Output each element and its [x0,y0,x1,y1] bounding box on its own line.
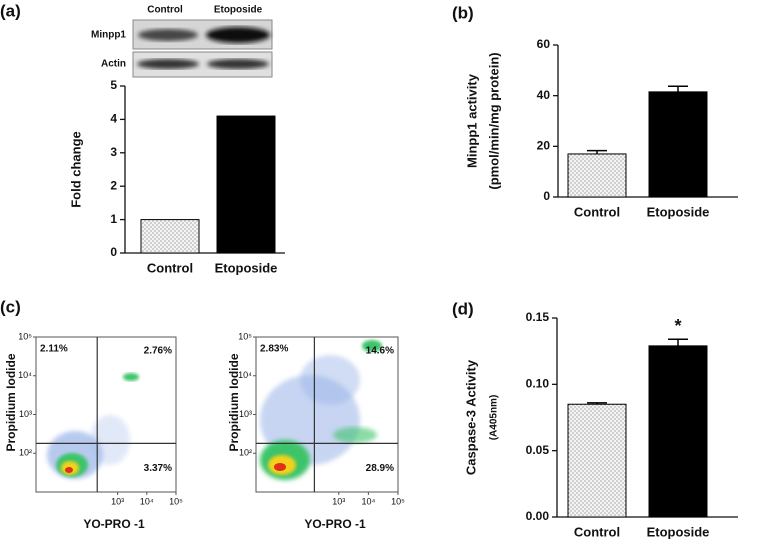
y-tick-label: 3 [110,145,117,159]
blot-column-label: Etoposide [214,5,263,16]
y-tick-label: 10² [19,448,32,458]
x-axis-label: YO-PRO -1 [304,517,366,531]
y-tick-label: 1 [110,212,117,226]
y-tick-label: 0.15 [526,310,550,324]
y-tick-label: 10³ [239,409,252,419]
panel-label: (a) [0,1,21,20]
y-axis-label: (pmol/min/mg protein) [486,52,501,189]
y-tick-label: 0 [543,189,550,203]
panel-label: (d) [452,299,474,318]
bar [567,403,627,518]
y-tick-label: 40 [537,88,551,102]
y-tick-label: 10⁴ [238,370,252,380]
error-bar [587,402,607,405]
events-2 [256,337,398,492]
y-tick-label: 20 [537,139,551,153]
quadrant-label: 2.76% [144,346,172,357]
y-tick-label: 10⁵ [238,331,252,341]
y-tick-label: 5 [110,78,117,92]
error-bar [668,85,688,92]
x-tick-label: Control [147,260,193,275]
y-tick-label: 2 [110,178,117,192]
y-tick-label: 10⁴ [18,370,32,380]
error-bar [668,338,688,346]
error-bar [587,149,607,154]
x-tick-label: 10³ [332,496,345,506]
y-axis-label: Fold change [68,131,83,208]
bar [567,153,627,198]
y-axis-label: Propidium Iodide [227,353,241,451]
panel-label: (c) [0,297,21,316]
y-axis-label: (A405nm) [489,395,500,441]
y-axis-label: Caspase-3 Activity [463,359,478,475]
x-tick-label: Etoposide [647,204,710,219]
y-tick-label: 10⁵ [18,331,32,341]
x-tick-label: Control [574,524,620,539]
y-tick-label: 0.10 [526,377,550,391]
x-tick-label: Etoposide [647,524,710,539]
x-tick-label: Etoposide [215,260,278,275]
x-tick-label: 10⁵ [169,496,183,506]
blot-row-label: Actin [101,59,126,70]
y-tick-label: 0 [110,245,117,259]
y-axis-label: Minpp1 activity [464,73,479,168]
quadrant-label: 3.37% [144,463,172,474]
blot-column-label: Control [147,5,183,16]
x-axis-label: YO-PRO -1 [83,517,145,531]
blot [132,19,273,78]
y-tick-label: 10² [239,448,252,458]
blot-row-label: Minpp1 [91,30,126,41]
y-tick-label: 10³ [19,409,32,419]
y-tick-label: 0.05 [526,443,550,457]
bar [648,91,708,198]
x-tick-label: Control [574,204,620,219]
bar [140,219,200,254]
annotation: * [674,316,681,336]
panel-label: (b) [452,3,474,22]
x-tick-label: 10⁵ [391,496,405,506]
x-tick-label: 10⁴ [140,496,154,506]
y-tick-label: 60 [537,37,551,51]
quadrant-label: 14.6% [366,346,394,357]
y-tick-label: 4 [110,112,117,126]
quadrant-label: 2.83% [260,344,288,355]
x-tick-label: 10³ [111,496,124,506]
quadrant-label: 2.11% [40,344,68,355]
y-tick-label: 0.00 [526,509,550,523]
bar [648,345,708,518]
x-tick-label: 10⁴ [361,496,375,506]
quadrant-label: 28.9% [366,463,394,474]
bar [216,115,276,254]
y-axis-label: Propidium Iodide [4,353,18,451]
